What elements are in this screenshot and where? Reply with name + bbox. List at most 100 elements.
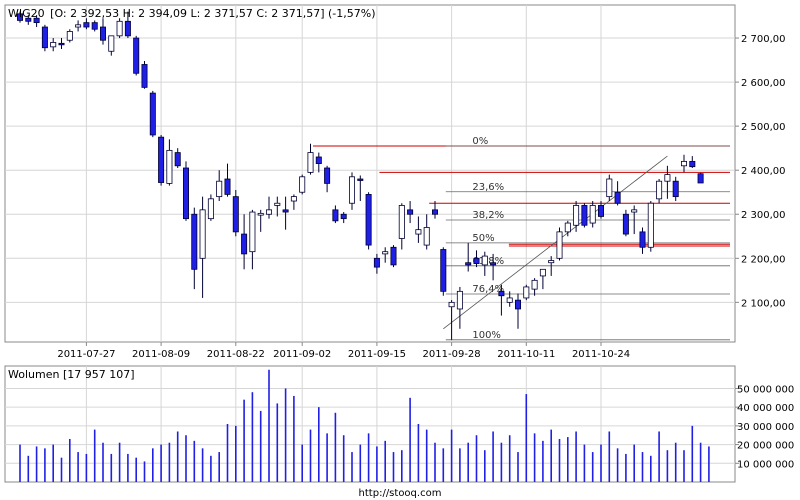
candle-up	[75, 24, 82, 28]
instrument-label: WIG20 [O: 2 392,53 H: 2 394,09 L: 2 371,…	[8, 7, 376, 20]
fib-level-label: 0%	[472, 136, 488, 147]
candle-down	[241, 233, 248, 255]
candle-down	[83, 22, 90, 28]
volume-tick-label: 40 000 000	[737, 403, 794, 414]
fib-level-label: 50%	[472, 233, 494, 244]
date-tick-label: 2011-10-11	[497, 349, 555, 360]
candle-up	[398, 205, 405, 239]
candle-up	[207, 198, 214, 220]
candle-up	[681, 160, 688, 167]
price-tick-label: 2 100,00	[741, 298, 786, 309]
date-tick-label: 2011-08-09	[132, 349, 190, 360]
candle-up	[108, 35, 115, 52]
candle-down	[639, 231, 646, 248]
candle-down	[672, 180, 679, 198]
volume-tick-label: 20 000 000	[737, 441, 794, 452]
candle-up	[506, 297, 513, 303]
candle-up	[423, 227, 430, 246]
candle-down	[598, 205, 605, 217]
candle-down	[25, 17, 32, 22]
candle-down	[182, 167, 189, 220]
candle-down	[332, 209, 339, 222]
candle-down	[315, 156, 322, 164]
candle-down	[324, 167, 331, 184]
price-tick-label: 2 600,00	[741, 78, 786, 89]
candle-down	[158, 136, 165, 183]
candle-down	[365, 194, 372, 246]
candle-down	[174, 152, 181, 167]
candle-down	[473, 257, 480, 264]
candle-down	[149, 92, 156, 136]
candle-down	[440, 249, 447, 292]
candle-down	[490, 262, 497, 266]
fib-level-label: 100%	[472, 330, 501, 341]
price-tick-label: 2 400,00	[741, 166, 786, 177]
price-panel: 0%23,6%38,2%50%61,8%76,4%100% 2 100,002 …	[4, 4, 786, 360]
date-tick-label: 2011-07-27	[57, 349, 115, 360]
candle-up	[631, 209, 638, 213]
candle-down	[581, 205, 588, 226]
volume-tick-label: 50 000 000	[737, 384, 794, 395]
candle-up	[116, 20, 123, 37]
date-tick-label: 2011-09-02	[273, 349, 331, 360]
date-tick-label: 2011-08-22	[207, 349, 265, 360]
candle-up	[664, 174, 671, 182]
candle-up	[415, 229, 422, 235]
candle-up	[531, 279, 538, 290]
candle-down	[340, 213, 347, 220]
candle-up	[50, 42, 57, 48]
volume-y-axis: 10 000 000 20 000 000 30 000 000 40 000 000…	[735, 384, 794, 470]
candle-up	[548, 260, 555, 264]
candle-down	[141, 64, 148, 88]
volume-panel-frame	[4, 365, 736, 483]
candle-up	[307, 152, 314, 173]
fibonacci-retracement: 0% 23,6% 38,2% 50% 61,8% 76,4% 100%	[312, 136, 730, 341]
candle-up	[523, 286, 530, 299]
candle-down	[373, 257, 380, 268]
price-panel-frame	[4, 4, 736, 343]
fib-level-label: 76,4%	[472, 284, 504, 295]
candle-down	[697, 173, 704, 184]
candle-up	[589, 205, 596, 224]
date-tick-label: 2011-09-15	[348, 349, 406, 360]
candle-up	[481, 255, 488, 266]
candle-down	[622, 213, 629, 235]
date-tick-label: 2011-09-28	[423, 349, 481, 360]
candle-up	[656, 180, 663, 200]
candle-up	[66, 31, 73, 41]
candle-up	[216, 180, 223, 198]
trend-line	[443, 155, 668, 330]
fib-level-label: 23,6%	[472, 182, 504, 193]
date-x-axis: 2011-07-27 2011-08-09 2011-08-22 2011-09-02…	[57, 342, 630, 360]
candle-up	[257, 212, 264, 216]
price-tick-label: 2 500,00	[741, 122, 786, 133]
candle-up	[274, 202, 281, 206]
candle-up	[299, 176, 306, 193]
price-y-axis: 2 100,00 2 200,00 2 300,00 2 400,00 2 500,00…	[735, 34, 786, 309]
candle-up	[556, 231, 563, 259]
candle-down	[357, 178, 364, 181]
candle-down	[431, 209, 438, 215]
volume-tick-label: 30 000 000	[737, 422, 794, 433]
candle-down	[232, 196, 239, 233]
candle-down	[33, 17, 40, 24]
candle-down	[58, 42, 65, 46]
candle-up	[647, 202, 654, 248]
candle-up	[290, 196, 297, 202]
candle-down	[100, 26, 107, 41]
price-tick-label: 2 700,00	[741, 34, 786, 45]
volume-tick-label: 10 000 000	[737, 459, 794, 470]
candle-up	[606, 178, 613, 198]
candle-down	[390, 246, 397, 266]
candle-up	[249, 211, 256, 253]
volume-bars	[19, 369, 710, 482]
candle-down	[124, 20, 131, 37]
candle-down	[41, 26, 48, 49]
candle-up	[573, 205, 580, 226]
candle-down	[133, 37, 140, 74]
candle-down	[407, 209, 414, 215]
footer-url[interactable]: http://stooq.com	[359, 488, 442, 499]
candle-up	[448, 301, 455, 308]
